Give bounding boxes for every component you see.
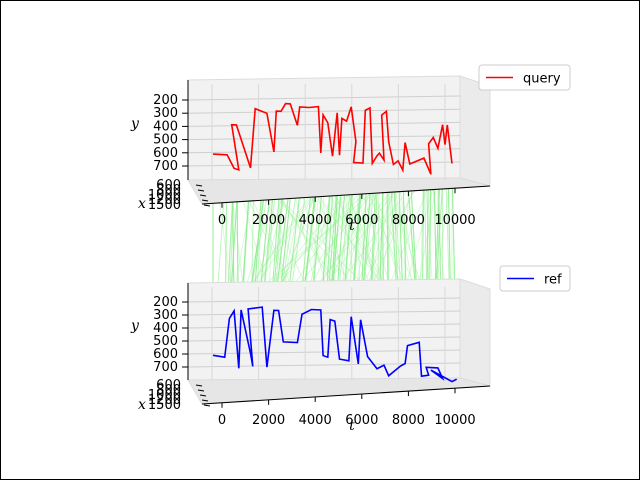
x-tick-label: 600 xyxy=(156,378,181,393)
y-gridline xyxy=(187,310,461,316)
x-axis-label: x xyxy=(138,397,146,413)
x-tick-mark xyxy=(203,404,211,407)
x-tick-label: 1200 xyxy=(148,193,181,208)
y-gridline xyxy=(187,297,461,303)
x-tick-label: 600 xyxy=(156,178,181,193)
y-tick-label: 200 xyxy=(153,93,178,108)
x-tick-label: 1500 xyxy=(148,398,181,413)
x-tick-mark xyxy=(203,204,211,207)
y-gridline xyxy=(187,349,461,355)
y-tick-label: 500 xyxy=(153,334,178,349)
y-axis-label: y xyxy=(130,116,140,132)
t-tick-label: 0 xyxy=(218,213,226,228)
t-tick-label: 8000 xyxy=(392,213,425,228)
t-tick-label: 4000 xyxy=(299,413,332,428)
y-tick-label: 600 xyxy=(153,146,178,161)
ref-legend-box xyxy=(499,265,571,292)
t-tick-label: 10000 xyxy=(434,413,475,428)
y-gridline xyxy=(187,121,461,127)
y-tick-label: 500 xyxy=(153,133,178,148)
ref-legend-label: ref xyxy=(544,273,562,288)
x-tick-label: 1000 xyxy=(148,388,181,403)
x-tick-label: 800 xyxy=(156,183,181,198)
query-legend-label: query xyxy=(523,72,561,87)
x-tick-label: 1200 xyxy=(148,393,181,408)
y-gridline xyxy=(187,148,461,154)
y-tick-label: 300 xyxy=(153,106,178,121)
y-tick-label: 600 xyxy=(153,347,178,362)
x-tick-mark xyxy=(199,194,207,197)
t-axis-label: t xyxy=(349,418,355,434)
y-tick-label: 400 xyxy=(153,321,178,336)
x-tick-mark xyxy=(201,199,209,202)
y-tick-label: 700 xyxy=(153,159,178,174)
x-axis-label: x xyxy=(138,196,146,212)
x-tick-mark xyxy=(201,399,209,402)
x-tick-mark xyxy=(195,384,203,387)
y-gridline xyxy=(187,336,461,342)
y-tick-label: 400 xyxy=(153,119,178,134)
y-tick-label: 700 xyxy=(153,360,178,375)
t-axis-line xyxy=(201,385,491,405)
x-tick-label: 800 xyxy=(156,383,181,398)
t-tick-label: 8000 xyxy=(392,413,425,428)
t-tick-label: 10000 xyxy=(434,213,475,228)
t-tick-label: 6000 xyxy=(345,213,378,228)
x-tick-mark xyxy=(195,184,203,187)
t-tick-label: 2000 xyxy=(252,413,285,428)
query-legend-box xyxy=(478,64,571,91)
t-tick-label: 4000 xyxy=(299,213,332,228)
t-tick-label: 2000 xyxy=(252,213,285,228)
y-tick-label: 200 xyxy=(153,295,178,310)
x-tick-label: 1500 xyxy=(148,198,181,213)
side-pane xyxy=(459,278,491,387)
ref-series-line xyxy=(212,306,458,383)
x-tick-mark xyxy=(199,394,207,397)
y-gridline xyxy=(187,95,461,101)
side-pane xyxy=(459,75,491,187)
y-tick-label: 300 xyxy=(153,308,178,323)
x-tick-label: 1000 xyxy=(148,188,181,203)
t-tick-label: 6000 xyxy=(345,413,378,428)
query-series-line xyxy=(212,102,453,175)
y-gridline xyxy=(187,108,461,114)
y-gridline xyxy=(187,323,461,329)
t-axis-label: t xyxy=(349,218,355,234)
x-tick-mark xyxy=(197,389,205,392)
y-gridline xyxy=(187,362,461,368)
t-axis-line xyxy=(201,185,491,205)
y-axis-label: y xyxy=(130,318,140,334)
x-tick-mark xyxy=(197,189,205,192)
t-tick-label: 0 xyxy=(218,413,226,428)
